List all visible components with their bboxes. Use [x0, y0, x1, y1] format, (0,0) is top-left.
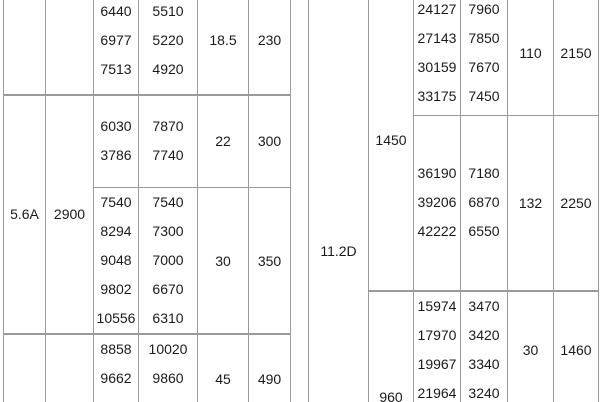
col4-values-cell: 3470 3420 3340 3240 [460, 289, 508, 402]
col6-value-cell: 1460 [553, 289, 599, 402]
speed-label: 960 [379, 388, 403, 402]
col4-values-cell: 7540 7300 7000 6670 6310 [138, 187, 198, 335]
value-line: 7540 [100, 194, 132, 210]
col3-values-cell: 24127 27143 30159 33175 [413, 0, 461, 116]
value-line: 3340 [468, 355, 500, 372]
value-line: 9802 [100, 281, 132, 297]
model-cell: 5.6A [3, 94, 46, 335]
left-group-row-1: 5.6A 2900 6030 3786 7870 7740 22 300 [3, 94, 291, 335]
col3-values-cell: 6440 6977 7513 [93, 0, 139, 96]
value-line: 21964 [417, 384, 457, 401]
left-group-row-3: 8858 9662 10735 10020 9860 9630 45 490 [3, 333, 291, 402]
speed-cell: 2900 [45, 94, 94, 335]
value-line: 27143 [417, 29, 457, 46]
power-cell: 22 [197, 94, 249, 188]
value-line: 10020 [148, 341, 188, 357]
model-cell: 11.2D [308, 0, 369, 402]
value-line: 7740 [152, 147, 184, 164]
value-line: 7850 [468, 29, 500, 46]
col6-value-cell: 490 [248, 333, 291, 402]
value-line: 17970 [417, 326, 457, 343]
col3-values-cell: 15974 17970 19967 21964 [413, 289, 461, 402]
value-line: 3240 [468, 384, 500, 401]
model-label: 11.2D [320, 242, 357, 259]
value-line: 7540 [152, 194, 184, 210]
value-line: 5510 [152, 2, 184, 19]
left-group-row-2: 7540 8294 9048 9802 10556 7540 7300 7000… [4, 187, 291, 335]
speed-cell-empty [45, 333, 94, 402]
value-line: 7000 [152, 252, 184, 268]
value-line: 6310 [152, 310, 184, 326]
col3-values-cell: 36190 39206 42222 [413, 115, 461, 292]
col6-value-cell: 2250 [553, 115, 599, 292]
power-cell: 30 [197, 187, 249, 335]
value-line: 6440 [100, 2, 132, 19]
col4-values-cell: 7180 6870 6550 [460, 115, 508, 292]
value-line: 9048 [100, 252, 132, 268]
right-group-row-1: 36190 39206 42222 7180 6870 6550 132 225… [309, 115, 599, 292]
value-line: 7300 [152, 223, 184, 239]
col6-value-cell: 230 [248, 0, 291, 96]
power-cell: 18.5 [197, 0, 249, 96]
value-line: 42222 [417, 223, 457, 240]
value-line: 6670 [152, 281, 184, 297]
value-line: 39206 [417, 194, 457, 211]
left-group-row-0: 6440 6977 7513 5510 5220 4920 18.5 230 [3, 0, 291, 96]
value-line: 6030 [100, 118, 132, 135]
col6-value-cell: 350 [248, 187, 291, 335]
right-spec-table: 11.2D 1450 24127 27143 30159 33175 7960 … [308, 0, 599, 402]
value-line: 10735 [95, 393, 138, 402]
value-line: 10556 [96, 310, 136, 326]
value-line: 36190 [417, 165, 457, 182]
col4-values-cell: 5510 5220 4920 [138, 0, 198, 96]
value-line: 9630 [140, 393, 197, 402]
value-line: 24127 [417, 0, 457, 17]
value-line: 7960 [468, 0, 500, 17]
model-cell-empty [3, 333, 46, 402]
value-line: 30159 [417, 58, 457, 75]
speed-cell: 1450 [368, 0, 414, 291]
col3-values-cell: 7540 8294 9048 9802 10556 [93, 187, 139, 335]
value-line: 3420 [468, 326, 500, 343]
value-line: 3470 [468, 297, 500, 314]
value-line: 8294 [100, 223, 132, 239]
value-line: 7180 [468, 165, 500, 182]
value-line: 7513 [100, 60, 132, 77]
value-line: 6550 [468, 223, 500, 240]
power-cell: 132 [507, 115, 554, 292]
power-cell: 45 [197, 333, 249, 402]
col4-values-cell: 7960 7850 7670 7450 [460, 0, 508, 116]
value-line: 6870 [468, 194, 500, 211]
value-line: 19967 [417, 355, 457, 372]
value-line: 5220 [152, 31, 184, 48]
value-line: 6977 [100, 31, 132, 48]
right-group-row-0: 11.2D 1450 24127 27143 30159 33175 7960 … [308, 0, 599, 402]
value-line: 7450 [468, 87, 500, 104]
power-cell: 110 [507, 0, 554, 116]
col4-values-cell: 7870 7740 [138, 94, 198, 188]
value-line: 9662 [100, 370, 132, 386]
col3-values-cell: 6030 3786 [93, 94, 139, 188]
value-line: 9860 [152, 370, 184, 386]
col6-value-cell: 300 [248, 94, 291, 188]
speed-cell: 960 [368, 289, 414, 402]
col3-values-cell: 8858 9662 10735 [93, 333, 139, 402]
value-line: 33175 [417, 87, 457, 104]
speed-cell-empty [45, 0, 94, 96]
value-line: 4920 [152, 60, 184, 77]
value-line: 3786 [100, 147, 132, 164]
value-line: 8858 [100, 341, 132, 357]
right-group-row-2: 960 15974 17970 19967 21964 3470 3420 33… [309, 289, 599, 402]
value-line: 15974 [417, 297, 457, 314]
value-line: 7870 [152, 118, 184, 135]
power-cell: 30 [507, 289, 554, 402]
left-spec-table: 6440 6977 7513 5510 5220 4920 18.5 230 5… [3, 0, 291, 402]
col4-values-cell: 10020 9860 9630 [138, 333, 198, 402]
model-cell-empty [3, 0, 46, 96]
value-line: 7670 [468, 58, 500, 75]
col6-value-cell: 2150 [553, 0, 599, 116]
